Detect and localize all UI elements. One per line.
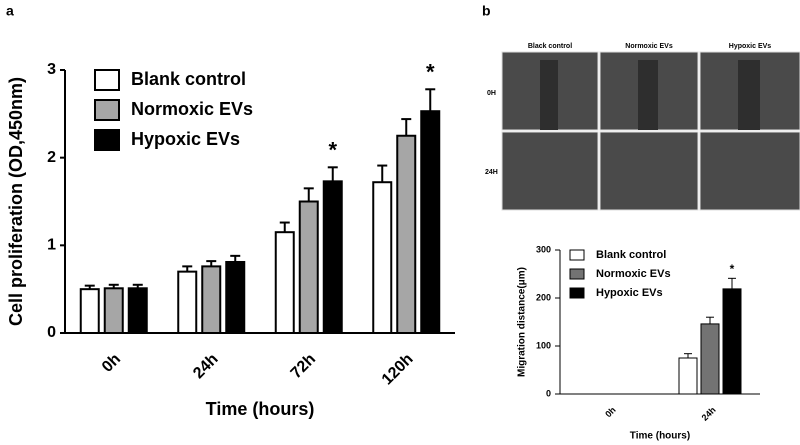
legend-label: Normoxic EVs — [596, 268, 671, 280]
bar — [372, 181, 393, 334]
legend-swatch — [569, 249, 585, 261]
x-axis-title: Time (hours) — [206, 399, 315, 419]
x-tick-label: 24h — [700, 405, 718, 423]
legend-swatch — [94, 129, 120, 151]
bar — [79, 288, 100, 334]
y-tick-label: 2 — [47, 149, 56, 166]
column-label: Normoxic EVs — [625, 43, 673, 50]
y-tick-label: 300 — [536, 244, 551, 254]
bar — [700, 323, 720, 395]
legend-label: Hypoxic EVs — [131, 129, 240, 149]
legend-swatch — [569, 287, 585, 299]
bar — [298, 200, 319, 334]
legend-label: Hypoxic EVs — [596, 287, 663, 299]
bar — [396, 134, 417, 334]
micrograph — [501, 131, 599, 211]
y-tick-label: 1 — [47, 237, 56, 254]
legend-swatch — [94, 99, 120, 121]
y-axis-title: Migration distance(μm) — [517, 267, 528, 377]
y-tick-label: 100 — [536, 340, 551, 350]
bar — [127, 287, 148, 335]
x-tick-label: 0h — [99, 351, 124, 376]
bar — [201, 265, 222, 334]
legend-label: Blank control — [596, 249, 666, 261]
legend-label: Blank control — [131, 69, 246, 89]
y-tick-label: 0 — [47, 324, 56, 341]
scratch-gap — [738, 60, 760, 130]
row-label: 24H — [485, 169, 498, 176]
micrograph — [599, 131, 699, 211]
y-tick-label: 0 — [546, 388, 551, 398]
bar — [225, 260, 246, 334]
column-label: Black control — [528, 43, 572, 50]
y-tick-label: 200 — [536, 292, 551, 302]
scratch-gap — [638, 60, 658, 130]
panel-label: b — [482, 3, 491, 19]
x-tick-label: 0h — [603, 405, 618, 420]
micrograph — [699, 131, 800, 211]
annotation: * — [426, 60, 435, 85]
x-axis-title: Time (hours) — [630, 431, 690, 442]
bar — [322, 180, 343, 334]
micrograph-grid: Black control Normoxic EVs Hypoxic EVs 0… — [485, 43, 800, 211]
y-axis-title: Cell proliferation (OD,450nm) — [6, 77, 26, 326]
x-tick-label: 120h — [379, 351, 417, 389]
y-tick-label: 3 — [47, 61, 56, 78]
x-tick-label: 72h — [288, 351, 320, 383]
bar — [177, 270, 198, 334]
bar — [722, 288, 742, 395]
bar — [678, 357, 698, 395]
bar — [103, 287, 124, 335]
legend-swatch — [94, 69, 120, 91]
row-label: 0H — [487, 90, 496, 97]
bar — [420, 110, 441, 334]
bar — [274, 231, 295, 334]
panel-label: a — [6, 3, 14, 19]
x-tick-label: 24h — [190, 351, 222, 383]
column-label: Hypoxic EVs — [729, 43, 772, 50]
annotation: * — [328, 138, 337, 163]
scratch-gap — [540, 60, 558, 130]
legend-swatch — [569, 268, 585, 280]
annotation: * — [730, 262, 735, 276]
legend-label: Normoxic EVs — [131, 99, 253, 119]
